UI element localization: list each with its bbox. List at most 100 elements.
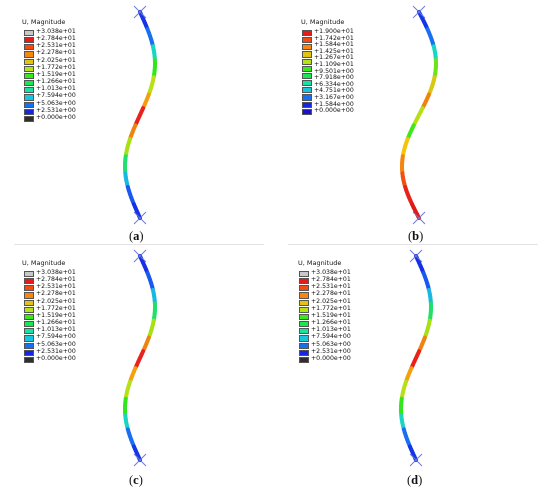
legend-tick-label: +3.038e+01 [36,28,76,35]
legend-tick-label: +1.519e+01 [311,311,351,319]
legend-title: U, Magnitude [298,259,342,267]
deformed-column [400,5,438,225]
legend-tick-label: +2.531e+00 [311,347,351,355]
legend-tick-label: +7.918e+00 [314,74,354,82]
legend-swatch [24,51,34,58]
legend-tick-label: +2.531e+00 [36,106,76,114]
legend-tick-label: +7.594e+00 [311,333,351,341]
legend-tick-label: +2.025e+01 [36,297,76,305]
legend-swatch [302,101,312,108]
legend-swatch [299,335,309,342]
legend-tick-label: +1.109e+01 [314,61,354,68]
legend-tick-label: +2.278e+01 [36,290,76,298]
legend-title: U, Magnitude [22,259,66,267]
legend-swatch [302,51,312,58]
legend-tick-label: +2.278e+01 [311,290,351,298]
panel-caption: (b) [408,229,424,243]
boundary-marker [133,5,147,19]
legend-swatch [299,349,309,356]
legend-tick-label: +5.063e+00 [311,340,351,348]
legend-swatch [24,292,34,299]
legend-tick-label: +2.784e+01 [36,276,76,284]
legend-swatch [24,37,34,44]
legend-swatch [24,342,34,349]
legend-swatch [24,306,34,313]
legend-swatch [302,87,312,94]
panel-b: U, Magnitude +1.900e+01 +1.742e+01 +1.584e… [277,0,550,245]
boundary-marker [133,453,147,467]
deformed-column [399,249,433,467]
legend-tick-label: +1.266e+01 [36,78,76,86]
boundary-marker [412,5,426,19]
legend-swatch [299,356,309,363]
panel-c: U, Magnitude +3.038e+01 +2.784e+01 +2.531e… [0,246,273,491]
legend-tick-label: +3.167e+00 [314,94,354,101]
legend-tick-label: +2.531e+00 [36,347,76,355]
boundary-marker [412,211,426,225]
legend-tick-label: +5.063e+00 [36,99,76,107]
legend-tick-label: +2.025e+01 [36,56,76,64]
panel-d: U, Magnitude +3.038e+01 +2.784e+01 +2.531e… [277,246,550,491]
legend-swatch [24,108,34,115]
legend-tick-label: +7.594e+00 [36,333,76,341]
legend-swatch [302,72,312,80]
legend-title: U, Magnitude [22,18,66,26]
legend-tick-label: +1.584e+00 [314,100,354,108]
legend-tick-label: +7.594e+00 [36,92,76,100]
legend-swatch [24,115,34,122]
legend-tick-label: +5.063e+00 [36,340,76,348]
legend-swatch [24,335,34,342]
legend-tick-label: +1.425e+01 [314,47,354,55]
legend-swatch [24,80,34,87]
legend-title: U, Magnitude [301,18,345,26]
legend-tick-label: +1.013e+01 [311,326,351,334]
legend-swatch [302,65,312,72]
legend-swatch [24,65,34,72]
legend-tick-label: +1.519e+01 [36,311,76,319]
legend-tick-label: +3.038e+01 [36,269,76,276]
legend-tick-label: +3.038e+01 [311,269,351,276]
boundary-marker [133,211,147,225]
legend-swatch [24,285,34,292]
legend-swatch [302,37,312,44]
legend-swatch [302,94,312,101]
legend-tick-label: +1.772e+01 [311,304,351,312]
legend-tick-label: +1.013e+01 [36,85,76,93]
legend-swatch [302,80,312,87]
legend-swatch [24,44,34,51]
legend-tick-label: +2.531e+01 [36,283,76,291]
deformed-column [123,249,157,467]
panel-caption: (a) [129,229,144,243]
boundary-marker [133,249,147,263]
legend-swatch [24,278,34,285]
divider [288,244,538,245]
boundary-marker [409,453,423,467]
legend-tick-label: +0.000e+00 [36,113,76,121]
legend-swatch [24,313,34,321]
legend-tick-label: +2.531e+01 [311,283,351,291]
legend-tick-label: +0.000e+00 [311,354,351,362]
legend-swatch [24,321,34,328]
legend-swatch [299,313,309,321]
legend-tick-label: +1.742e+01 [314,34,354,42]
legend-tick-label: +0.000e+00 [36,354,76,362]
panel-caption: (c) [129,473,143,487]
legend-swatch [24,58,34,65]
legend-swatch [24,72,34,80]
legend-tick-label: +2.531e+01 [36,42,76,50]
legend-swatch [302,108,312,115]
legend-swatch [24,94,34,101]
legend-swatch [299,299,309,306]
legend-swatch [302,44,312,51]
legend-tick-label: +1.267e+01 [314,54,354,62]
legend-tick-label: +1.013e+01 [36,326,76,334]
legend-tick-label: +1.584e+01 [314,41,354,49]
legend-swatch [24,101,34,108]
legend-tick-label: +1.266e+01 [311,319,351,327]
legend-swatch [24,87,34,94]
legend-tick-label: +2.278e+01 [36,49,76,57]
legend-tick-label: +1.900e+01 [314,28,354,35]
legend-swatch [24,356,34,363]
legend-swatch [299,306,309,313]
legend-swatch [24,299,34,306]
